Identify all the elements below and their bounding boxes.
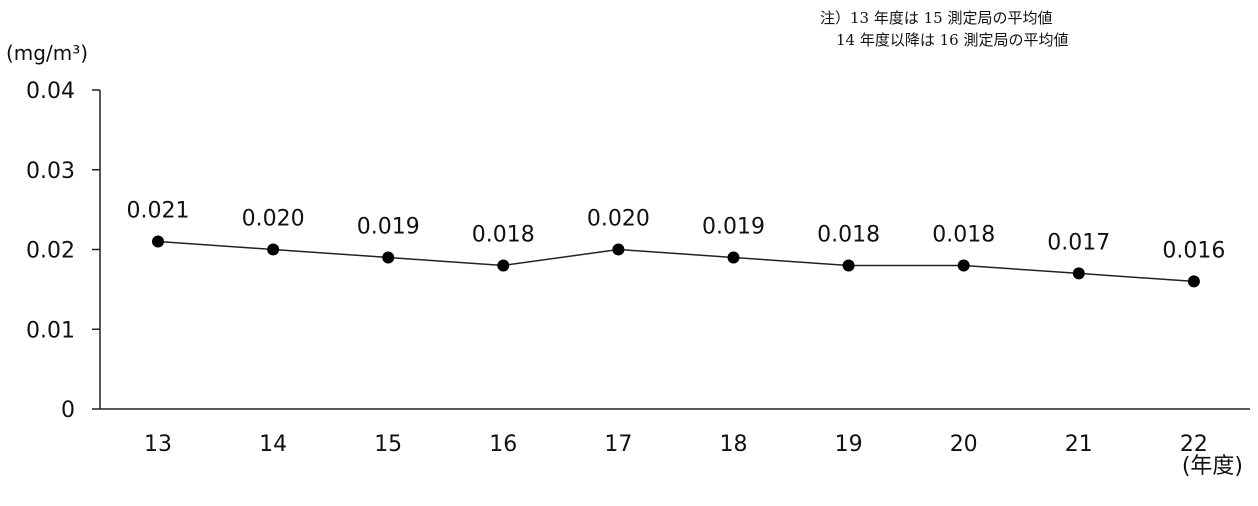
data-point <box>267 243 280 256</box>
y-ticks: 0 0.01 0.02 0.03 0.04 <box>26 79 100 423</box>
x-axis-unit-label: (年度) <box>1182 454 1243 479</box>
y-axis-label: (mg/m³) <box>6 41 88 65</box>
data-point <box>957 259 970 272</box>
data-point <box>842 259 855 272</box>
x-tick-label: 22 <box>1180 432 1208 457</box>
note-line-1: 注）13 年度は 15 測定局の平均値 <box>820 9 1052 27</box>
note-line-2: 14 年度以降は 16 測定局の平均値 <box>836 31 1068 49</box>
data-label: 0.019 <box>702 214 765 239</box>
data-point <box>497 259 510 272</box>
data-point <box>727 251 740 264</box>
data-label: 0.019 <box>357 214 420 239</box>
data-label: 0.021 <box>127 199 190 224</box>
data-point <box>1187 275 1200 288</box>
data-label: 0.020 <box>587 207 650 232</box>
y-tick-label: 0.02 <box>26 239 75 264</box>
y-tick-label: 0 <box>61 398 75 423</box>
y-tick-label: 0.01 <box>26 318 75 343</box>
data-point <box>152 235 164 248</box>
x-tick-label: 17 <box>604 432 632 457</box>
x-tick-label: 16 <box>489 432 517 457</box>
y-tick-label: 0.03 <box>26 159 75 184</box>
data-label: 0.018 <box>472 222 535 247</box>
data-label: 0.020 <box>242 207 305 232</box>
series-line <box>157 240 1194 283</box>
x-tick-label: 18 <box>720 432 748 457</box>
x-tick-label: 15 <box>374 432 402 457</box>
x-tick-label: 13 <box>144 432 172 457</box>
x-tick-label: 19 <box>835 432 863 457</box>
x-tick-label: 21 <box>1065 432 1093 457</box>
data-label: 0.018 <box>932 222 995 247</box>
data-label: 0.018 <box>817 222 880 247</box>
y-tick-label: 0.04 <box>26 79 75 104</box>
data-point <box>1072 267 1085 280</box>
x-tick-label: 20 <box>950 432 978 457</box>
x-ticks: 13 14 15 16 17 18 19 20 21 22 <box>144 432 1208 457</box>
x-tick-label: 14 <box>259 432 287 457</box>
series-group: 0.021 0.020 0.019 0.018 0.020 0.019 0.018 0.018… <box>127 199 1225 288</box>
data-label: 0.016 <box>1162 238 1225 263</box>
data-point <box>612 243 625 256</box>
data-label: 0.017 <box>1047 230 1110 255</box>
data-point <box>382 251 395 264</box>
